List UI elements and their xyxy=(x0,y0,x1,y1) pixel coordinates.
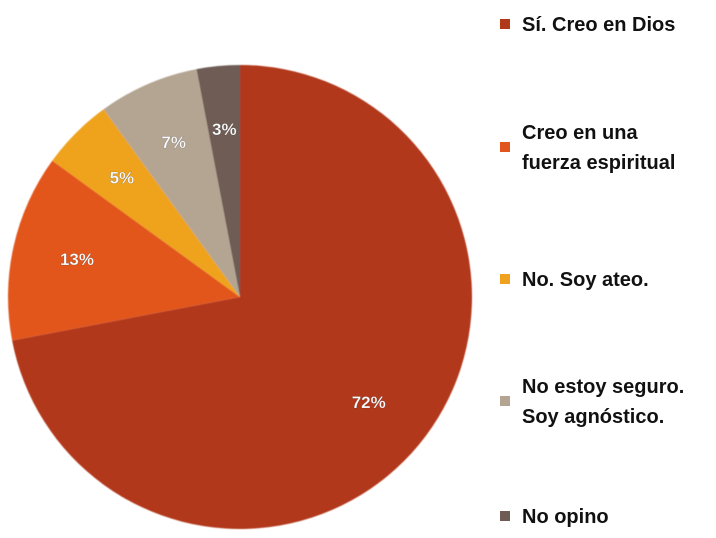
legend-item: Creo en una fuerza espiritual xyxy=(500,118,675,178)
slice-data-label: 72% xyxy=(352,393,386,412)
legend-label: No estoy seguro. Soy agnóstico. xyxy=(522,376,685,428)
legend-swatch xyxy=(500,142,510,152)
legend-swatch xyxy=(500,19,510,29)
chart-legend: Sí. Creo en Dios Creo en una fuerza espi… xyxy=(500,0,716,538)
legend-label: Sí. Creo en Dios xyxy=(522,14,676,36)
legend-label: No. Soy ateo. xyxy=(522,269,649,291)
slice-data-label: 7% xyxy=(161,133,186,152)
legend-item: No. Soy ateo. xyxy=(500,265,649,295)
pie-slice xyxy=(196,65,240,297)
pie-slice xyxy=(8,160,241,341)
legend-swatch xyxy=(500,396,510,406)
legend-item: No estoy seguro. Soy agnóstico. xyxy=(500,372,684,432)
pie-slice xyxy=(12,65,473,529)
legend-item: No opino xyxy=(500,502,609,532)
slice-data-label: 13% xyxy=(60,250,94,269)
slice-data-label: 5% xyxy=(110,168,135,187)
legend-swatch xyxy=(500,511,510,521)
slice-data-label: 3% xyxy=(212,120,237,139)
pie-slice xyxy=(103,69,240,297)
pie-chart: 72% 13% 5% 7% 3% xyxy=(8,65,473,529)
legend-label: Creo en una fuerza espiritual xyxy=(522,122,676,174)
pie-slice xyxy=(52,109,241,297)
legend-swatch xyxy=(500,274,510,284)
legend-label: No opino xyxy=(522,506,609,528)
legend-item: Sí. Creo en Dios xyxy=(500,10,675,40)
